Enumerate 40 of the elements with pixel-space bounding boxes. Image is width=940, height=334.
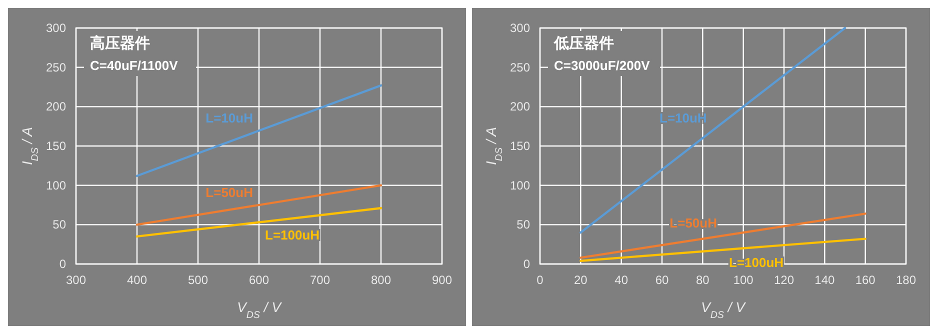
x-tick-label: 600 (248, 273, 270, 287)
x-tick-label: 500 (188, 273, 208, 287)
x-tick-label: 700 (310, 273, 330, 287)
x-tick-label: 140 (814, 273, 835, 287)
x-axis-title: V$_{DS}$ / V (701, 299, 747, 320)
x-tick-label: 40 (614, 273, 628, 287)
y-tick-label: 50 (52, 218, 66, 232)
chart-title: 高压器件 (90, 34, 150, 52)
y-tick-label: 250 (46, 60, 66, 74)
x-tick-label: 120 (774, 273, 794, 287)
text: C=40uF/1100V (90, 58, 178, 73)
y-tick-label: 300 (46, 21, 66, 35)
y-tick-label: 300 (510, 21, 530, 35)
y-tick-label: 100 (510, 178, 530, 192)
y-tick-label: 200 (46, 100, 66, 114)
y-tick-label: 200 (510, 100, 530, 114)
x-tick-label: 20 (574, 273, 588, 287)
series-label: L=50uH (206, 185, 253, 200)
x-tick-label: 0 (536, 273, 544, 287)
x-axis-title: V$_{DS}$ / V (237, 299, 283, 320)
y-tick-label: 0 (59, 257, 66, 271)
chart-title: 低压器件 (553, 34, 614, 52)
x-tick-label: 180 (896, 273, 916, 287)
x-tick-label: 300 (66, 273, 86, 287)
y-tick-label: 150 (510, 139, 530, 153)
x-tick-label: 80 (696, 273, 710, 287)
x-tick-label: 400 (126, 273, 148, 287)
text: C=3000uF/200V (554, 58, 650, 73)
x-tick-label: 800 (370, 273, 392, 287)
y-tick-label: 50 (516, 218, 530, 232)
series-label: L=10uH (206, 110, 253, 126)
x-tick-label: 900 (432, 273, 452, 287)
y-tick-label: 0 (523, 257, 530, 271)
x-tick-label: 100 (733, 273, 754, 287)
y-tick-label: 100 (46, 178, 66, 192)
y-tick-label: 250 (510, 60, 530, 74)
x-tick-label: 160 (855, 273, 876, 287)
x-tick-label: 60 (655, 273, 669, 287)
series-label: L=100uH (265, 227, 320, 242)
y-tick-label: 150 (46, 139, 66, 153)
